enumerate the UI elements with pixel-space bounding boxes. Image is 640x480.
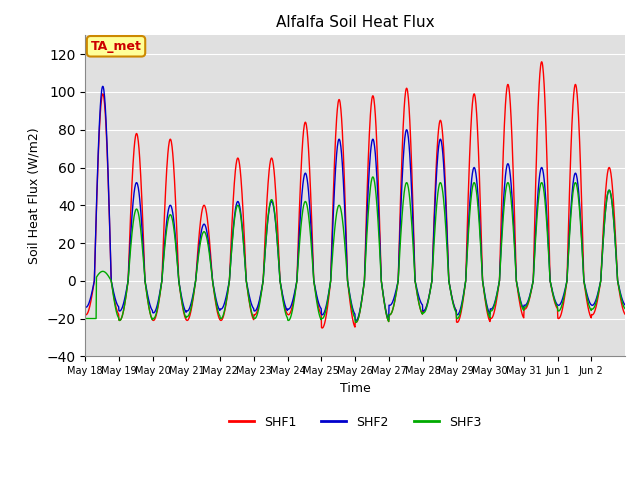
SHF1 xyxy=(318,325,326,331)
SHF1 xyxy=(562,285,570,291)
SHF2 xyxy=(621,302,629,308)
SHF3 xyxy=(562,284,570,289)
SHF3 xyxy=(331,228,339,234)
SHF1 xyxy=(615,285,623,290)
Line: SHF1: SHF1 xyxy=(85,62,625,328)
SHF3 xyxy=(615,283,623,289)
SHF1 xyxy=(166,137,173,143)
Legend: SHF1, SHF2, SHF3: SHF1, SHF2, SHF3 xyxy=(224,411,486,434)
SHF3 xyxy=(621,306,629,312)
SHF1 xyxy=(483,305,490,311)
X-axis label: Time: Time xyxy=(340,382,371,395)
Line: SHF3: SHF3 xyxy=(85,177,625,323)
SHF3 xyxy=(369,174,377,180)
SHF2 xyxy=(615,283,623,288)
SHF2 xyxy=(331,178,339,183)
SHF3 xyxy=(341,240,349,246)
Text: TA_met: TA_met xyxy=(91,40,141,53)
SHF2 xyxy=(166,203,174,208)
SHF3 xyxy=(483,305,491,311)
SHF3 xyxy=(81,316,89,322)
SHF2 xyxy=(352,318,360,324)
Y-axis label: Soil Heat Flux (W/m2): Soil Heat Flux (W/m2) xyxy=(28,128,41,264)
SHF2 xyxy=(341,215,349,221)
SHF1 xyxy=(81,312,89,317)
SHF2 xyxy=(99,84,107,89)
SHF2 xyxy=(483,302,491,308)
SHF1 xyxy=(341,198,349,204)
SHF2 xyxy=(562,283,570,288)
SHF1 xyxy=(621,311,629,317)
Line: SHF2: SHF2 xyxy=(85,86,625,321)
SHF2 xyxy=(81,304,89,310)
SHF3 xyxy=(352,320,360,325)
SHF3 xyxy=(166,212,173,218)
SHF1 xyxy=(538,59,545,65)
SHF1 xyxy=(331,150,339,156)
Title: Alfalfa Soil Heat Flux: Alfalfa Soil Heat Flux xyxy=(276,15,435,30)
